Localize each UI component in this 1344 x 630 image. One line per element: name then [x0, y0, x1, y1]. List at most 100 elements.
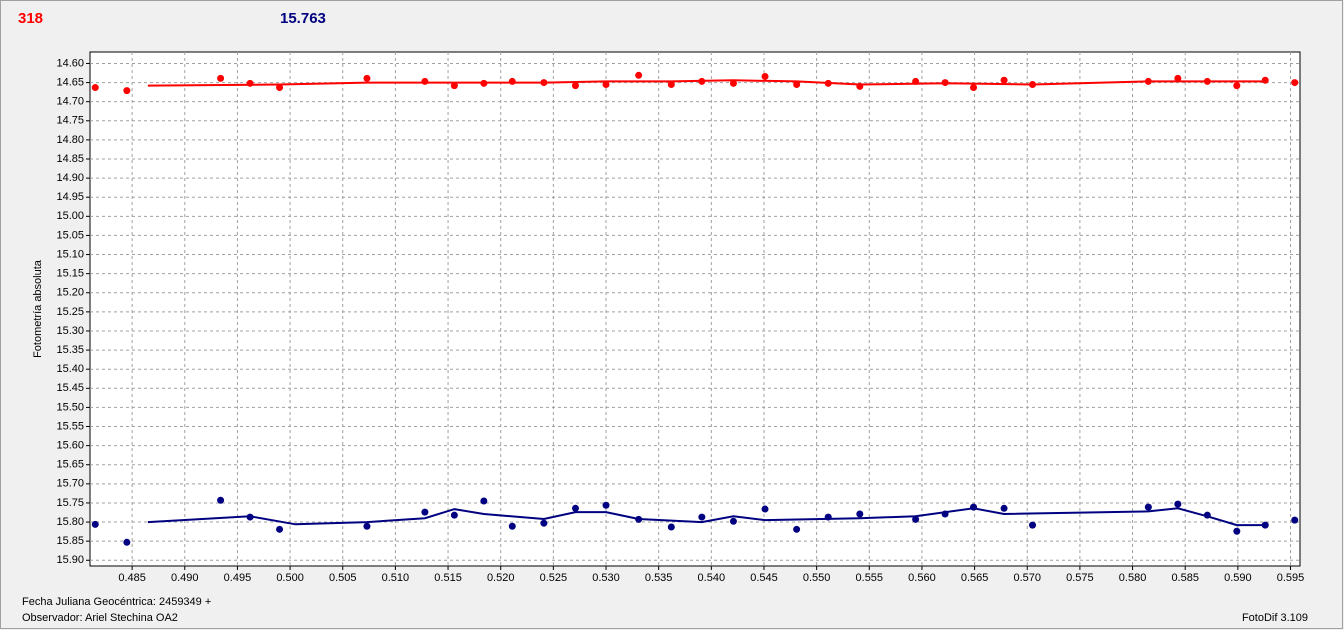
data-point — [363, 522, 371, 530]
data-point — [1233, 82, 1241, 90]
x-tick-label: 0.495 — [224, 572, 252, 584]
y-tick-label: 15.75 — [56, 497, 84, 509]
y-tick-label: 15.15 — [56, 268, 84, 280]
fit-line — [147, 79, 1266, 87]
x-tick-label: 0.535 — [645, 572, 673, 584]
data-point — [1029, 521, 1037, 529]
x-tick-label: 0.490 — [171, 572, 199, 584]
data-point — [667, 523, 675, 531]
x-tick-label: 0.520 — [487, 572, 515, 584]
y-tick-label: 15.65 — [56, 459, 84, 471]
data-point — [123, 538, 131, 546]
data-point — [1261, 76, 1269, 84]
data-point — [1233, 527, 1241, 535]
x-tick-label: 0.580 — [1119, 572, 1147, 584]
data-point — [276, 84, 284, 92]
footer-observer: Observador: Ariel Stechina OA2 — [22, 612, 178, 624]
y-tick-label: 15.35 — [56, 344, 84, 356]
y-tick-label: 15.25 — [56, 306, 84, 318]
y-tick-label: 15.85 — [56, 535, 84, 547]
y-tick-label: 15.05 — [56, 229, 84, 241]
y-tick-label: 14.90 — [56, 172, 84, 184]
y-tick-label: 14.80 — [56, 134, 84, 146]
footer-date: Fecha Juliana Geocéntrica: 2459349 + — [22, 596, 211, 608]
y-tick-label: 15.70 — [56, 478, 84, 490]
data-point — [970, 84, 978, 92]
header-left: 318 — [18, 10, 43, 27]
footer-version: FotoDif 3.109 — [1242, 612, 1308, 624]
y-tick-label: 15.40 — [56, 363, 84, 375]
data-point — [667, 80, 675, 88]
data-point — [508, 77, 516, 85]
data-point — [761, 505, 769, 513]
x-tick-label: 0.585 — [1171, 572, 1199, 584]
y-tick-label: 14.70 — [56, 96, 84, 108]
data-point — [1000, 504, 1008, 512]
x-tick-label: 0.595 — [1277, 572, 1305, 584]
data-point — [729, 79, 737, 87]
data-point — [1291, 79, 1299, 87]
x-tick-label: 0.500 — [276, 572, 304, 584]
y-tick-label: 14.65 — [56, 76, 84, 88]
plot-area — [89, 51, 1301, 567]
y-tick-label: 15.55 — [56, 420, 84, 432]
x-tick-label: 0.570 — [1013, 572, 1041, 584]
data-point — [1261, 521, 1269, 529]
y-tick-label: 15.45 — [56, 382, 84, 394]
data-point — [602, 80, 610, 88]
data-point — [1174, 500, 1182, 508]
data-point — [421, 508, 429, 516]
x-tick-label: 0.555 — [856, 572, 884, 584]
x-tick-label: 0.560 — [908, 572, 936, 584]
data-point — [480, 497, 488, 505]
fit-line — [147, 507, 1266, 527]
x-tick-label: 0.565 — [961, 572, 989, 584]
data-point — [761, 72, 769, 80]
x-tick-label: 0.540 — [698, 572, 726, 584]
x-tick-label: 0.590 — [1224, 572, 1252, 584]
data-point — [571, 504, 579, 512]
data-point — [571, 82, 579, 90]
x-tick-label: 0.485 — [118, 572, 146, 584]
data-point — [450, 82, 458, 90]
data-point — [540, 519, 548, 527]
x-tick-label: 0.530 — [592, 572, 620, 584]
y-tick-label: 15.50 — [56, 401, 84, 413]
data-point — [217, 74, 225, 82]
data-point — [912, 515, 920, 523]
x-tick-label: 0.545 — [750, 572, 778, 584]
y-axis-label: Fotometría absoluta — [32, 259, 44, 358]
y-tick-label: 15.80 — [56, 516, 84, 528]
data-point — [1144, 503, 1152, 511]
data-point — [246, 79, 254, 87]
y-tick-label: 15.90 — [56, 554, 84, 566]
data-point — [276, 525, 284, 533]
data-point — [450, 511, 458, 519]
y-tick-label: 14.85 — [56, 153, 84, 165]
data-point — [1000, 76, 1008, 84]
x-tick-label: 0.550 — [803, 572, 831, 584]
y-tick-label: 15.20 — [56, 287, 84, 299]
data-point — [635, 71, 643, 79]
data-point — [1291, 516, 1299, 524]
data-point — [123, 87, 131, 95]
y-tick-label: 15.30 — [56, 325, 84, 337]
x-tick-label: 0.575 — [1066, 572, 1094, 584]
data-point — [91, 84, 99, 92]
x-tick-label: 0.505 — [329, 572, 357, 584]
y-tick-label: 15.10 — [56, 248, 84, 260]
data-point — [1174, 74, 1182, 82]
y-tick-label: 14.95 — [56, 191, 84, 203]
data-point — [856, 510, 864, 518]
data-point — [793, 80, 801, 88]
data-point — [217, 496, 225, 504]
x-tick-label: 0.525 — [540, 572, 568, 584]
data-point — [508, 522, 516, 530]
data-point — [363, 74, 371, 82]
data-point — [793, 525, 801, 533]
y-tick-label: 15.00 — [56, 210, 84, 222]
y-tick-label: 14.75 — [56, 115, 84, 127]
x-tick-label: 0.515 — [434, 572, 462, 584]
